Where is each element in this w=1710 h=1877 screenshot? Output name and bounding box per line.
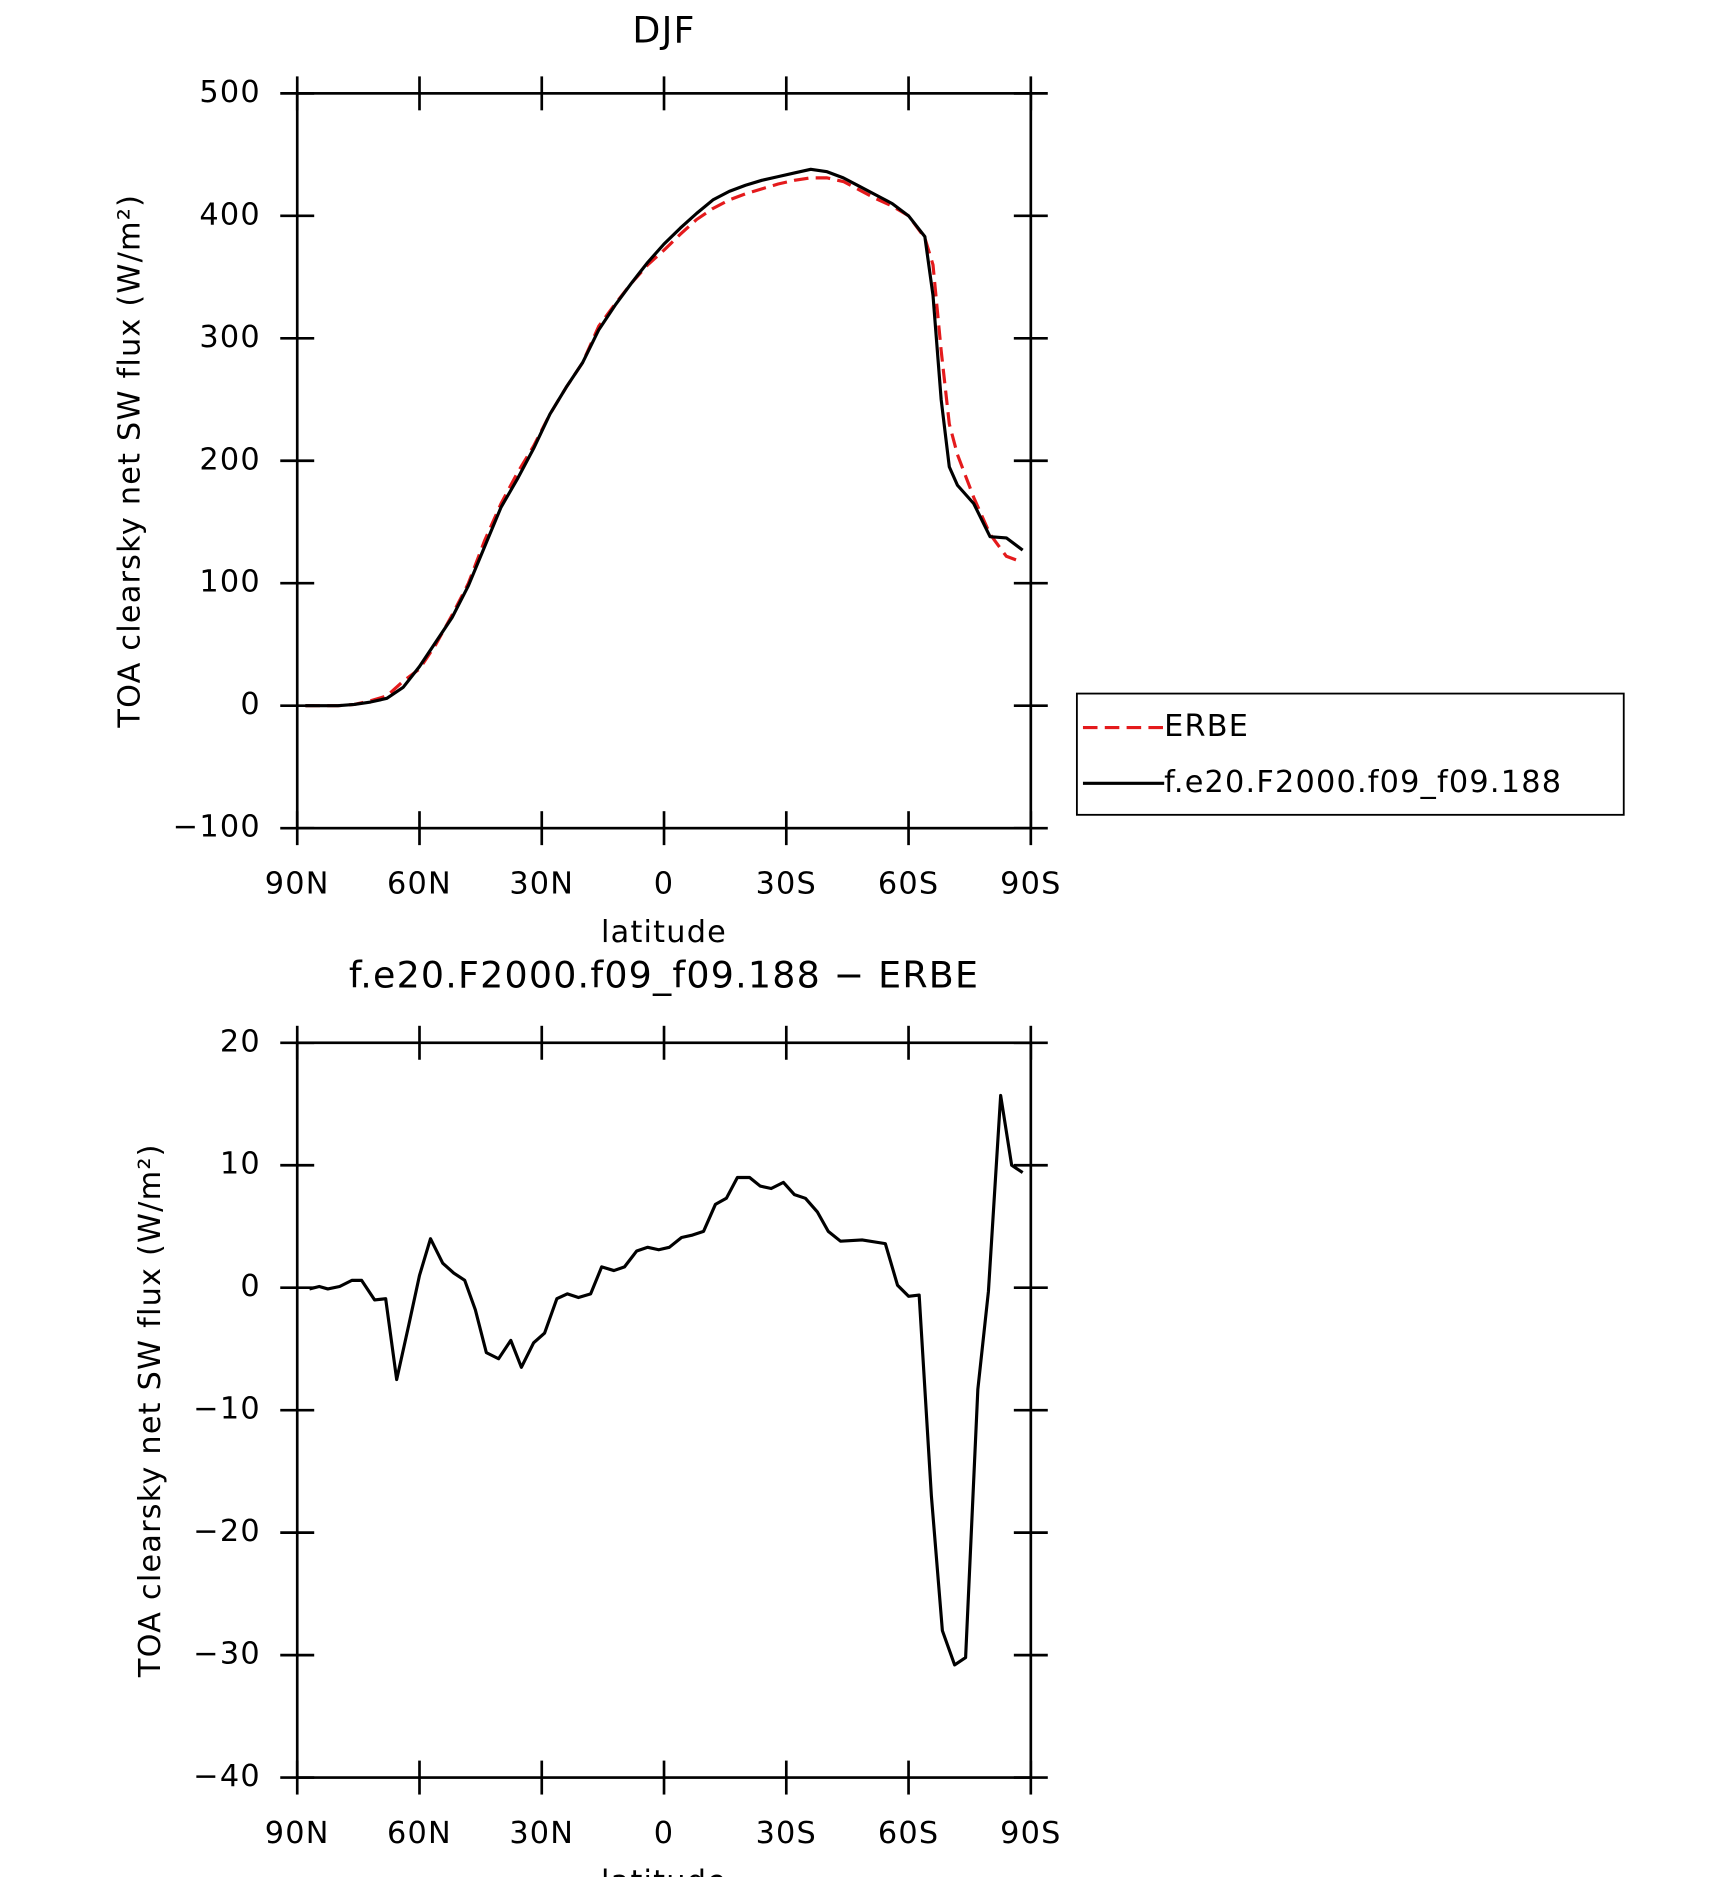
- y-tick-label: −100: [173, 810, 261, 845]
- data-line: [305, 176, 1024, 708]
- y-tick-label: 20: [220, 1024, 261, 1059]
- y-axis-label: TOA clearsky net SW flux (W/m²): [133, 1143, 168, 1678]
- plot-frame: [295, 92, 1033, 830]
- x-tick-label: 30S: [756, 867, 817, 902]
- x-tick-label: 60N: [387, 1816, 452, 1851]
- y-tick-label: 0: [240, 1269, 260, 1304]
- data-line: [309, 1093, 1024, 1667]
- x-tick-label: 90S: [1000, 867, 1061, 902]
- y-tick-label: 400: [199, 197, 260, 232]
- y-tick-label: −40: [193, 1759, 261, 1794]
- chart-title: f.e20.F2000.f09_f09.188 − ERBE: [349, 953, 979, 996]
- legend-box: [1075, 692, 1625, 816]
- x-tick-label: 90N: [265, 867, 330, 902]
- y-tick-label: 300: [199, 320, 260, 355]
- x-tick-label: 30N: [509, 867, 574, 902]
- y-tick-label: 500: [199, 75, 260, 110]
- x-tick-label: 60N: [387, 867, 452, 902]
- x-tick-label: 30S: [756, 1816, 817, 1851]
- y-tick-label: 10: [220, 1147, 261, 1182]
- x-axis-label: latitude: [601, 1865, 727, 1877]
- y-axis-label: TOA clearsky net SW flux (W/m²): [113, 194, 148, 729]
- x-tick-label: 0: [654, 1816, 674, 1851]
- x-tick-label: 60S: [878, 1816, 939, 1851]
- x-tick-label: 60S: [878, 867, 939, 902]
- legend-label: f.e20.F2000.f09_f09.188: [1164, 765, 1562, 800]
- y-tick-label: −20: [193, 1514, 261, 1549]
- y-tick-label: 200: [199, 442, 260, 477]
- chart-title: DJF: [632, 9, 695, 52]
- x-tick-label: 90S: [1000, 1816, 1061, 1851]
- x-tick-label: 0: [654, 867, 674, 902]
- plot-frame: [295, 1041, 1033, 1779]
- x-tick-label: 90N: [265, 1816, 330, 1851]
- y-tick-label: 0: [240, 687, 260, 722]
- x-tick-label: 30N: [509, 1816, 574, 1851]
- data-line: [305, 167, 1024, 708]
- y-tick-label: 100: [199, 565, 260, 600]
- y-tick-label: −30: [193, 1637, 261, 1672]
- legend-label: ERBE: [1164, 709, 1249, 744]
- y-tick-label: −10: [193, 1392, 261, 1427]
- x-axis-label: latitude: [601, 915, 727, 950]
